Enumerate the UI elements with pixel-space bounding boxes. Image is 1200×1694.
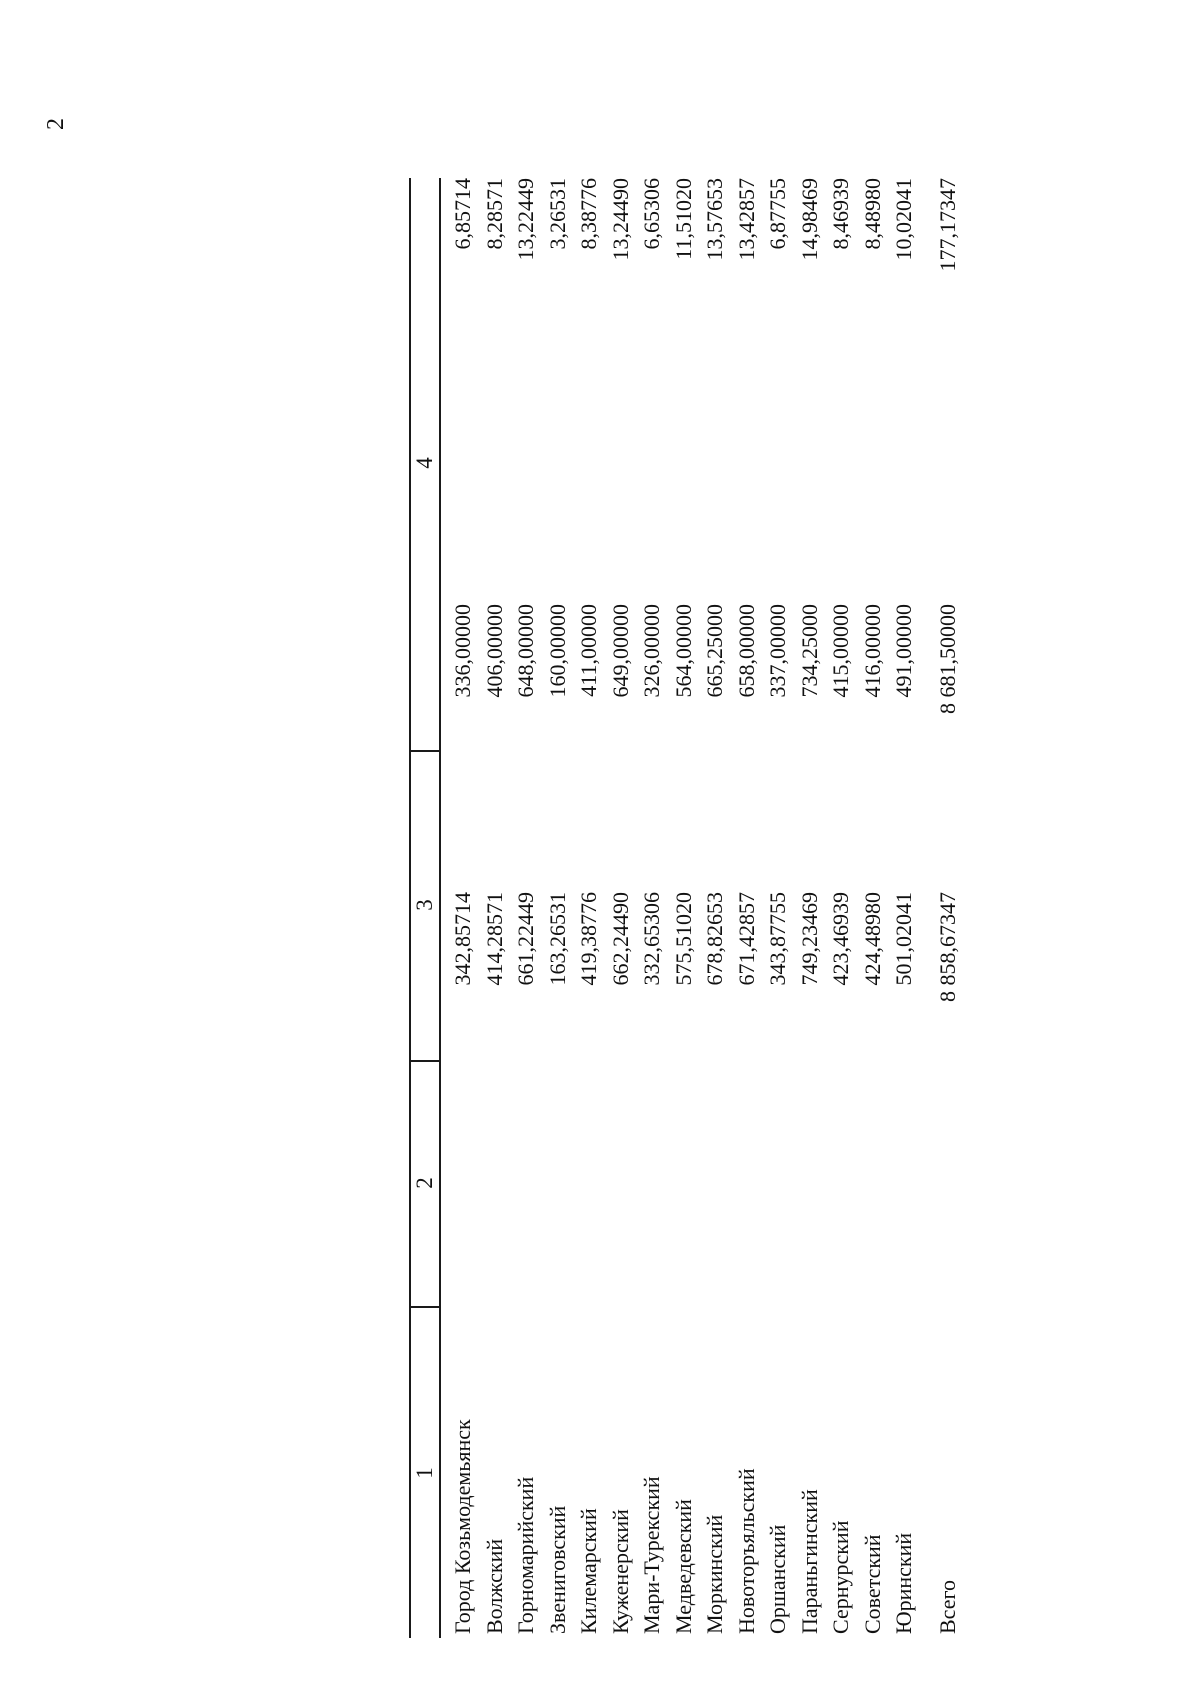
district-name: Моркинский [702, 1514, 727, 1634]
col-2-value: 414,28571 [481, 892, 507, 986]
col-2-value: 343,87755 [765, 892, 790, 986]
table-total-row: Всего 8 858,67347 8 681,50000 177,17347 [932, 178, 964, 1638]
col-2-value: 678,82653 [702, 892, 727, 986]
district-name: Мари-Турекский [639, 1476, 664, 1634]
col-3-value: 491,00000 [891, 604, 916, 698]
table-row: Звениговский 163,26531 160,00000 3,26531 [542, 178, 574, 1638]
col-2-value: 332,65306 [639, 892, 664, 986]
col-2-value: 163,26531 [544, 892, 570, 986]
col-3-value: 564,00000 [670, 604, 696, 698]
col-3-value: 649,00000 [607, 604, 633, 698]
col-4-value: 13,22449 [513, 178, 538, 261]
col-4-value: 6,65306 [639, 178, 664, 250]
table-row: Сернурский 423,46939 415,00000 8,46939 [825, 178, 857, 1638]
col-4-value: 3,26531 [544, 178, 570, 250]
col-4-value: 13,57653 [702, 178, 727, 261]
data-table: 1 2 3 4 Город Козьмодемьянск 342,85714 3… [409, 176, 960, 1638]
district-name: Новоторъяльский [733, 1468, 759, 1634]
header-col-1: 1 [412, 1467, 437, 1479]
col-4-value: 11,51020 [670, 178, 696, 260]
district-name: Звениговский [544, 1505, 570, 1634]
table-row: Мари-Турекский 332,65306 326,00000 6,653… [636, 178, 668, 1638]
col-3-value: 326,00000 [639, 604, 664, 698]
district-name: Медведевский [670, 1499, 696, 1634]
district-name: Юринский [891, 1532, 916, 1634]
header-col-4: 4 [411, 176, 439, 752]
district-name: Город Козьмодемьянск [450, 1419, 475, 1634]
page-number: 2 [43, 118, 69, 130]
col-4-value: 6,87755 [765, 178, 790, 250]
col-3-value: 665,25000 [702, 604, 727, 698]
col-2-value: 575,51020 [670, 892, 696, 986]
col-4-value: 14,98469 [796, 178, 822, 261]
col-3-value: 336,00000 [450, 604, 475, 698]
col-4-value: 6,85714 [450, 178, 475, 250]
col-2-value: 661,22449 [513, 892, 538, 986]
header-col-2: 2 [411, 1060, 439, 1308]
table-row: Советский 424,48980 416,00000 8,48980 [857, 178, 889, 1638]
col-2-value: 671,42857 [733, 892, 759, 986]
col-2-value: 423,46939 [828, 892, 853, 986]
district-name: Куженерский [607, 1509, 633, 1634]
col-4-value: 8,38776 [576, 178, 601, 250]
district-name: Горномарийский [513, 1476, 538, 1634]
table-row: Юринский 501,02041 491,00000 10,02041 [888, 178, 920, 1638]
total-label: Всего [934, 1580, 960, 1634]
table-header-row: 1 2 3 4 [409, 176, 441, 1638]
col-3-value: 411,00000 [576, 604, 601, 697]
table-body: Город Козьмодемьянск 342,85714 336,00000… [447, 178, 963, 1638]
col-4-value: 13,42857 [733, 178, 759, 261]
table-row: Куженерский 662,24490 649,00000 13,24490 [605, 178, 637, 1638]
col-4-value: 8,46939 [828, 178, 853, 250]
col-4-value: 8,48980 [859, 178, 885, 250]
table-row: Параньгинский 749,23469 734,25000 14,984… [794, 178, 826, 1638]
col-3-value: 658,00000 [733, 604, 759, 698]
table-row: Килемарский 419,38776 411,00000 8,38776 [573, 178, 605, 1638]
col-2-value: 501,02041 [891, 892, 916, 986]
col-3-value: 337,00000 [765, 604, 790, 698]
district-name: Советский [859, 1534, 885, 1634]
col-2-value: 342,85714 [450, 892, 475, 986]
col-4-value: 13,24490 [607, 178, 633, 261]
col-2-value: 419,38776 [576, 892, 601, 986]
col-3-value: 415,00000 [828, 604, 853, 698]
total-col-4-value: 177,17347 [934, 178, 960, 272]
table-row: Волжский 414,28571 406,00000 8,28571 [479, 178, 511, 1638]
district-name: Параньгинский [796, 1489, 822, 1634]
col-3-value: 648,00000 [513, 604, 538, 698]
table-row: Моркинский 678,82653 665,25000 13,57653 [699, 178, 731, 1638]
table-row: Оршанский 343,87755 337,00000 6,87755 [762, 178, 794, 1638]
table-inner: 1 2 3 4 Город Козьмодемьянск 342,85714 3… [409, 176, 960, 1638]
col-3-value: 734,25000 [796, 604, 822, 698]
district-name: Волжский [481, 1538, 507, 1634]
col-2-value: 749,23469 [796, 892, 822, 986]
col-3-value: 160,00000 [544, 604, 570, 698]
total-col-3-value: 8 681,50000 [934, 604, 960, 714]
district-name: Оршанский [765, 1524, 790, 1634]
col-2-value: 424,48980 [859, 892, 885, 986]
total-col-2-value: 8 858,67347 [934, 892, 960, 1002]
col-2-value: 662,24490 [607, 892, 633, 986]
col-3-value: 406,00000 [481, 604, 507, 698]
district-name: Сернурский [828, 1520, 853, 1634]
table-row: Новоторъяльский 671,42857 658,00000 13,4… [731, 178, 763, 1638]
header-col-3: 3 [411, 750, 439, 1062]
col-4-value: 10,02041 [891, 178, 916, 261]
col-4-value: 8,28571 [481, 178, 507, 250]
table-row: Медведевский 575,51020 564,00000 11,5102… [668, 178, 700, 1638]
table-row: Горномарийский 661,22449 648,00000 13,22… [510, 178, 542, 1638]
table-row: Город Козьмодемьянск 342,85714 336,00000… [447, 178, 479, 1638]
col-3-value: 416,00000 [859, 604, 885, 698]
district-name: Килемарский [576, 1508, 601, 1634]
